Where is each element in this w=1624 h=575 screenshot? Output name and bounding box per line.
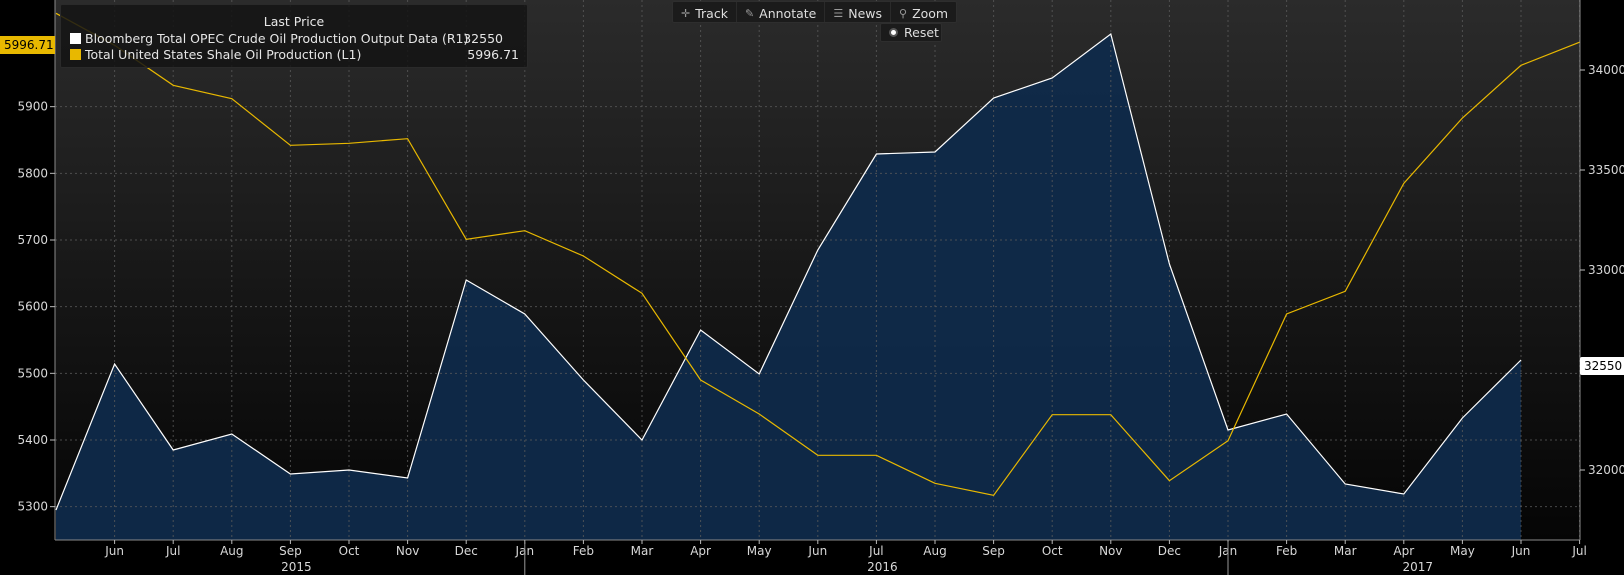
right-axis-tick-label: 34000 <box>1588 63 1624 77</box>
reset-icon <box>889 28 898 37</box>
x-axis-tick-label: Dec <box>1158 544 1181 558</box>
chart-legend: Last Price Bloomberg Total OPEC Crude Oi… <box>60 4 528 68</box>
x-axis-tick-label: Oct <box>1042 544 1063 558</box>
shale-series-line <box>55 12 1580 496</box>
zoom-label: Zoom <box>912 5 949 21</box>
x-axis-tick-label: Feb <box>573 544 594 558</box>
track-button[interactable]: ✛ Track <box>673 2 737 22</box>
legend-label-opec: Bloomberg Total OPEC Crude Oil Productio… <box>85 31 469 46</box>
magnifier-icon: ⚲ <box>899 6 908 20</box>
x-axis-tick-label: Aug <box>220 544 243 558</box>
left-axis-tick-label: 5900 <box>17 100 48 114</box>
right-axis-tick-label: 33000 <box>1588 263 1624 277</box>
legend-item-shale[interactable]: Total United States Shale Oil Production… <box>70 47 519 63</box>
x-axis-year-label: 2017 <box>1403 560 1434 574</box>
left-axis-tick-label: 5500 <box>17 366 48 380</box>
left-axis-tick-label: 5300 <box>17 500 48 514</box>
pencil-icon: ✎ <box>744 6 755 20</box>
legend-swatch-opec <box>70 33 81 44</box>
x-axis-tick-label: Jul <box>165 544 180 558</box>
track-label: Track <box>695 5 728 21</box>
legend-item-opec[interactable]: Bloomberg Total OPEC Crude Oil Productio… <box>70 31 519 47</box>
x-axis-year-label: 2016 <box>867 560 898 574</box>
x-axis-tick-label: Sep <box>279 544 302 558</box>
x-axis-tick-label: Nov <box>396 544 419 558</box>
right-axis-tick-label: 33500 <box>1588 163 1624 177</box>
news-button[interactable]: ☰ News <box>825 2 892 22</box>
x-axis-tick-label: Oct <box>339 544 360 558</box>
x-axis-tick-label: Jul <box>868 544 883 558</box>
legend-label-shale: Total United States Shale Oil Production… <box>85 47 362 62</box>
opec-series-line <box>55 32 1522 511</box>
x-axis-tick-label: Jun <box>1511 544 1531 558</box>
chart-toolbar: ✛ Track ✎ Annotate ☰ News ⚲ Zoom <box>672 1 958 23</box>
legend-title: Last Price <box>263 14 325 29</box>
x-axis-tick-label: Apr <box>1393 544 1414 558</box>
right-axis-last-price-tag: 32550 <box>1580 357 1624 375</box>
x-axis-tick-label: Dec <box>455 544 478 558</box>
right-axis-tick-label: 32000 <box>1588 463 1624 477</box>
x-axis-tick-label: Mar <box>631 544 654 558</box>
reset-button[interactable]: Reset <box>880 23 942 42</box>
left-axis-last-price-tag: 5996.71 <box>0 36 55 54</box>
x-axis-tick-label: Jun <box>807 544 827 558</box>
x-axis-tick-label: Aug <box>923 544 946 558</box>
x-axis-tick-label: Feb <box>1276 544 1297 558</box>
x-axis-year-label: 2015 <box>281 560 312 574</box>
x-axis-tick-label: May <box>1450 544 1475 558</box>
zoom-button[interactable]: ⚲ Zoom <box>891 2 956 22</box>
x-axis-tick-label: Mar <box>1334 544 1357 558</box>
left-axis-tick-label: 5600 <box>17 300 48 314</box>
legend-value-shale: 5996.71 <box>467 47 519 62</box>
x-axis-tick-label: Jun <box>104 544 124 558</box>
left-axis-tick-label: 5400 <box>17 433 48 447</box>
news-label: News <box>848 5 883 21</box>
left-axis-tick-label: 5800 <box>17 166 48 180</box>
x-axis-tick-label: Nov <box>1099 544 1122 558</box>
annotate-button[interactable]: ✎ Annotate <box>737 2 826 22</box>
news-icon: ☰ <box>833 6 844 20</box>
annotate-label: Annotate <box>759 5 817 21</box>
crosshair-icon: ✛ <box>681 6 691 20</box>
legend-swatch-shale <box>70 49 81 60</box>
x-axis-tick-label: Apr <box>690 544 711 558</box>
reset-label: Reset <box>904 25 939 40</box>
x-axis-tick-label: Jul <box>1571 544 1586 558</box>
legend-value-opec: 32550 <box>463 31 503 46</box>
opec-area-fill <box>56 34 1521 540</box>
x-axis-tick-label: May <box>747 544 772 558</box>
left-axis-tick-label: 5700 <box>17 233 48 247</box>
x-axis-tick-label: Sep <box>982 544 1005 558</box>
